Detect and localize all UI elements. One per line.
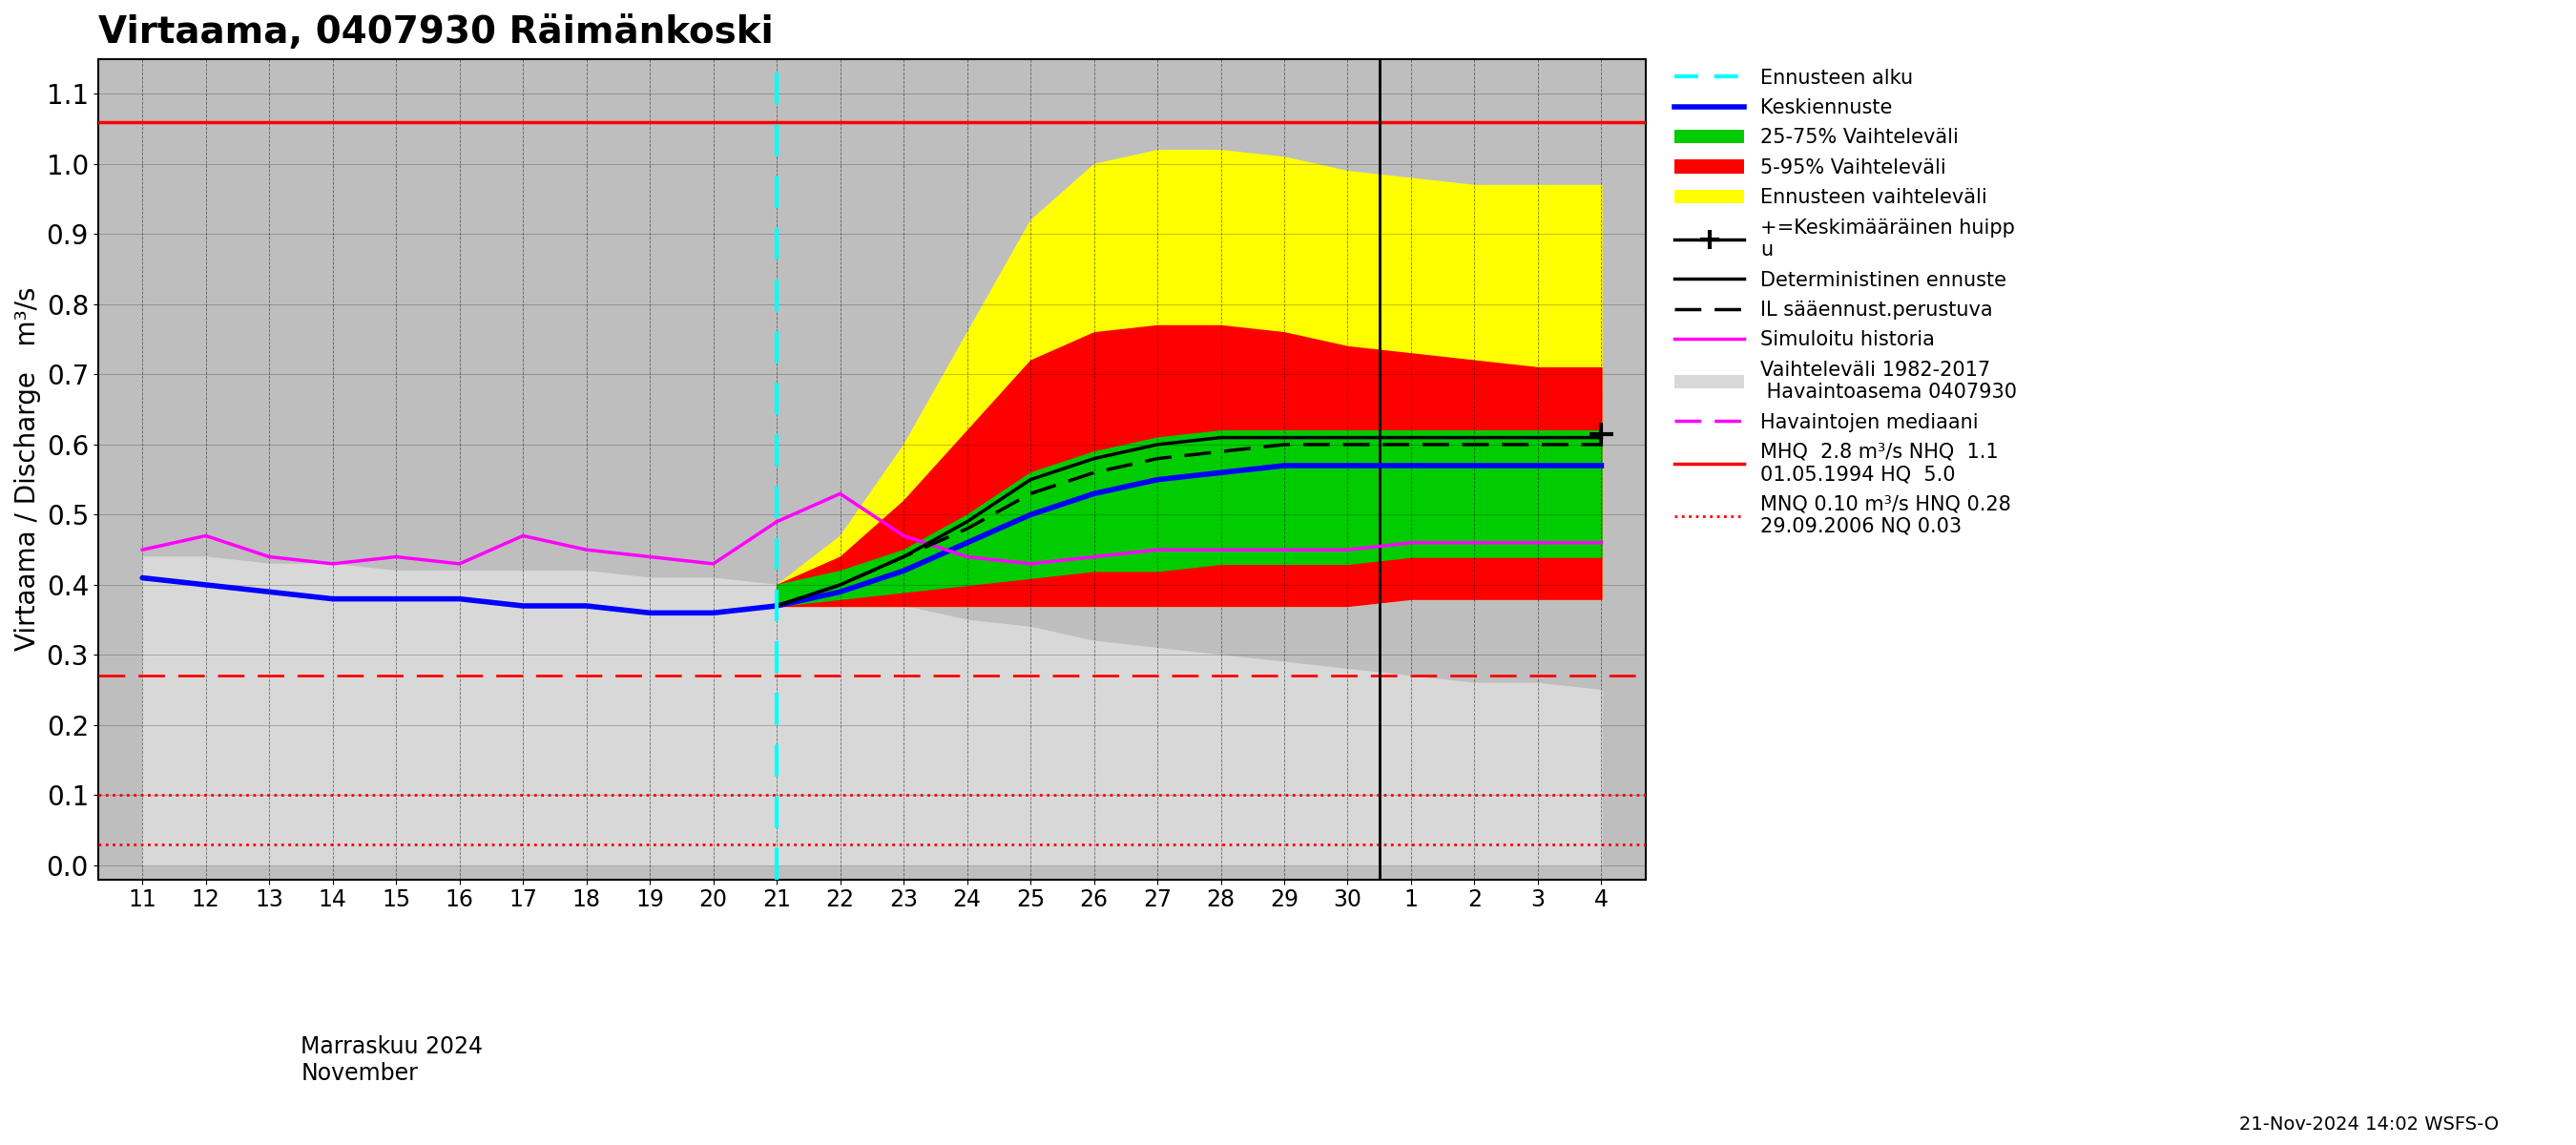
Legend: Ennusteen alku, Keskiennuste, 25-75% Vaihteleväli, 5-95% Vaihteleväli, Ennusteen: Ennusteen alku, Keskiennuste, 25-75% Vai… — [1659, 53, 2032, 552]
Text: 21-Nov-2024 14:02 WSFS-O: 21-Nov-2024 14:02 WSFS-O — [2239, 1115, 2499, 1134]
Y-axis label: Virtaama / Discharge   m³/s: Virtaama / Discharge m³/s — [15, 287, 41, 652]
Text: Virtaama, 0407930 Räimänkoski: Virtaama, 0407930 Räimänkoski — [98, 14, 773, 50]
Text: Marraskuu 2024
November: Marraskuu 2024 November — [301, 1035, 484, 1084]
